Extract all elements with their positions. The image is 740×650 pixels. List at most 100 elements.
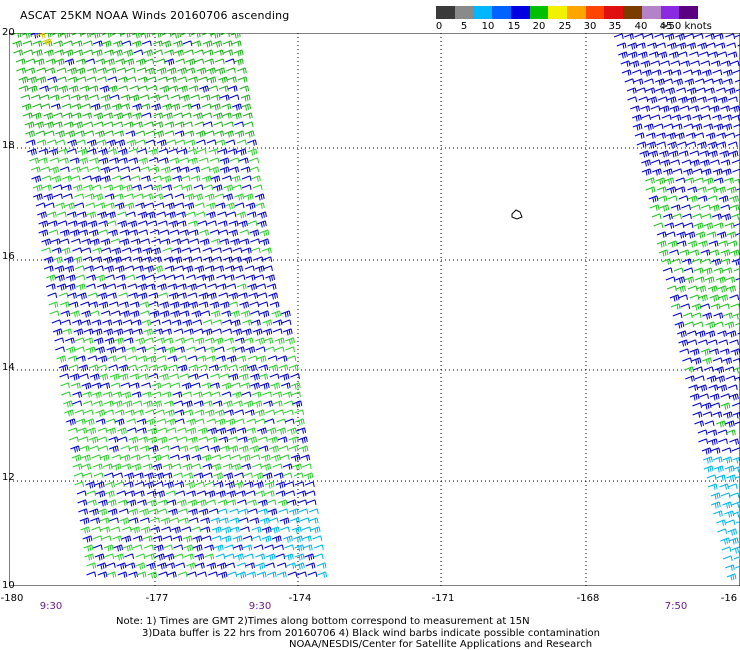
wind-barb (182, 463, 193, 471)
wind-barb (233, 49, 244, 57)
wind-barb (304, 481, 315, 487)
wind-barb (213, 472, 224, 480)
wind-barb (210, 517, 221, 524)
wind-barb (208, 508, 219, 514)
wind-barb (255, 490, 266, 497)
wind-barb (225, 58, 235, 64)
wind-barb (169, 157, 180, 164)
wind-barb (621, 69, 632, 76)
wind-barb (236, 490, 246, 497)
wind-barb (48, 85, 59, 92)
wind-barb (713, 321, 724, 327)
wind-barb (37, 157, 48, 164)
wind-barb (57, 220, 68, 226)
wind-barb (43, 112, 54, 120)
wind-barb (659, 204, 670, 212)
wind-barb (671, 258, 681, 264)
wind-barb (84, 265, 94, 272)
wind-barb (106, 499, 117, 507)
wind-barb (182, 391, 192, 397)
wind-barb (206, 355, 216, 362)
wind-barb (201, 103, 212, 109)
wind-barb (116, 562, 127, 570)
wind-barb (210, 382, 220, 389)
wind-barb (284, 418, 295, 424)
wind-barb (105, 58, 115, 66)
wind-barb (153, 544, 164, 552)
wind-barb (238, 364, 249, 372)
wind-barb (143, 193, 154, 200)
wind-barb (161, 175, 172, 183)
wind-barb (67, 67, 77, 75)
wind-barb (145, 283, 156, 290)
wind-barb (53, 256, 63, 264)
wind-barb (128, 445, 139, 452)
wind-barb (685, 132, 696, 139)
wind-barb (173, 400, 184, 406)
wind-barb (79, 94, 89, 101)
wind-barb (122, 112, 132, 119)
wind-barb (158, 292, 169, 298)
wind-barb (60, 94, 71, 100)
wind-barb (144, 202, 155, 208)
wind-barb (143, 184, 154, 190)
wind-barb (706, 375, 717, 383)
wind-barb (117, 148, 128, 156)
wind-barb (77, 427, 88, 434)
wind-barb (225, 562, 236, 568)
wind-barb (670, 159, 680, 165)
wind-barb (127, 283, 138, 289)
color-scale-swatch (473, 6, 493, 19)
wind-barb (22, 112, 33, 119)
wind-barb (174, 130, 185, 137)
wind-barb (83, 121, 94, 127)
wind-barb (138, 364, 148, 370)
wind-barb (277, 499, 288, 507)
wind-barb (240, 382, 251, 389)
wind-barb (213, 544, 224, 552)
wind-barb (104, 49, 114, 56)
wind-barb (721, 60, 731, 67)
wind-barb (91, 526, 102, 532)
wind-barb (74, 265, 85, 271)
wind-barb (627, 42, 638, 50)
wind-barb (55, 130, 65, 138)
wind-barb (124, 193, 134, 199)
wind-barb (212, 328, 222, 334)
wind-barb (224, 553, 235, 559)
wind-barb (82, 400, 93, 406)
wind-barb (284, 481, 295, 487)
wind-barb (705, 87, 715, 94)
wind-barb (199, 85, 209, 93)
wind-barb (734, 34, 740, 38)
wind-barb (109, 517, 119, 523)
wind-barb (104, 193, 115, 200)
wind-barb (272, 391, 283, 398)
wind-barb (222, 40, 233, 47)
wind-barb (733, 556, 740, 560)
wind-map (9, 33, 740, 586)
wind-barb (222, 319, 232, 325)
wind-barb (231, 112, 242, 120)
wind-barb (105, 481, 115, 488)
wind-barb (226, 355, 237, 363)
wind-barb (233, 544, 243, 551)
wind-barb (202, 400, 213, 407)
lat-label-10: 10 (2, 580, 15, 591)
wind-barb (682, 213, 692, 219)
wind-barb (164, 58, 175, 66)
wind-barb (249, 301, 260, 307)
wind-barb (212, 247, 222, 253)
wind-barb (137, 283, 147, 291)
wind-barb (60, 247, 71, 255)
wind-barb (156, 139, 167, 147)
wind-barb (73, 49, 84, 56)
wind-barb (219, 166, 230, 174)
wind-barb (117, 211, 127, 217)
wind-barb (74, 202, 85, 208)
wind-barb (672, 312, 683, 318)
wind-barb (186, 346, 196, 352)
wind-barb (690, 60, 700, 66)
wind-barb (280, 382, 291, 389)
wind-barb (102, 463, 113, 470)
